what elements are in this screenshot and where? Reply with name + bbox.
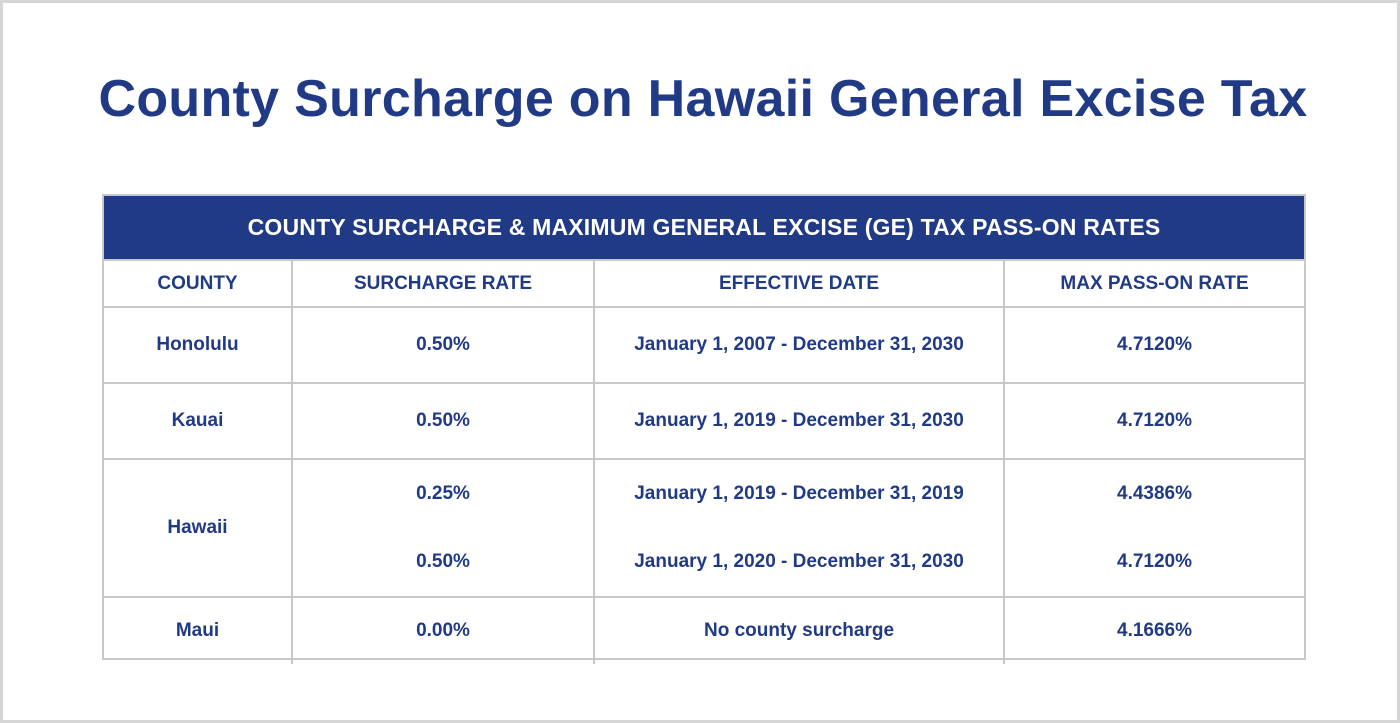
table-row: 0.50% January 1, 2020 - December 31, 203…	[104, 528, 1305, 598]
effective-date-cell: January 1, 2020 - December 31, 2030	[593, 528, 1004, 598]
max-pass-on-rate-cell: 4.4386%	[1002, 459, 1305, 528]
max-pass-on-rate-cell: 4.7120%	[1002, 528, 1305, 598]
table-row: Maui 0.00% No county surcharge 4.1666%	[104, 597, 1305, 664]
max-pass-on-rate-cell: 4.1666%	[1002, 597, 1305, 664]
column-header-effective-date: EFFECTIVE DATE	[593, 260, 1004, 308]
surcharge-rate-cell: 0.00%	[291, 597, 594, 664]
table-row: Honolulu 0.50% January 1, 2007 - Decembe…	[104, 307, 1305, 384]
table-banner-text: COUNTY SURCHARGE & MAXIMUM GENERAL EXCIS…	[247, 214, 1161, 240]
county-cell: Hawaii	[104, 459, 292, 598]
table-header-row: COUNTY SURCHARGE RATE EFFECTIVE DATE MAX…	[104, 260, 1305, 308]
effective-date-cell: January 1, 2019 - December 31, 2030	[593, 383, 1004, 460]
max-pass-on-rate-cell: 4.7120%	[1002, 307, 1305, 384]
county-cell: Maui	[175, 620, 220, 641]
column-header-county: COUNTY	[104, 260, 292, 308]
table-banner: COUNTY SURCHARGE & MAXIMUM GENERAL EXCIS…	[104, 196, 1305, 261]
surcharge-rate-cell: 0.50%	[291, 383, 594, 460]
effective-date-cell: No county surcharge	[593, 597, 1004, 664]
effective-date-cell: January 1, 2007 - December 31, 2030	[593, 307, 1004, 384]
surcharge-rate-cell: 0.25%	[291, 459, 594, 528]
column-header-surcharge-rate: SURCHARGE RATE	[291, 260, 594, 308]
table-row: Hawaii 0.25% January 1, 2019 - December …	[104, 459, 1305, 598]
county-cell: Kauai	[104, 383, 292, 460]
surcharge-rate-cell: 0.50%	[291, 528, 594, 598]
table-banner-row: COUNTY SURCHARGE & MAXIMUM GENERAL EXCIS…	[104, 196, 1305, 261]
rates-table: COUNTY SURCHARGE & MAXIMUM GENERAL EXCIS…	[104, 196, 1305, 664]
effective-date-cell: January 1, 2019 - December 31, 2019	[593, 459, 1004, 528]
surcharge-rate-cell: 0.50%	[291, 307, 594, 384]
rates-table-container: COUNTY SURCHARGE & MAXIMUM GENERAL EXCIS…	[102, 194, 1306, 664]
county-cell: Honolulu	[104, 307, 292, 384]
column-header-max-pass-on-rate: MAX PASS-ON RATE	[1002, 260, 1305, 308]
table-row: Kauai 0.50% January 1, 2019 - December 3…	[104, 383, 1305, 460]
page-title: County Surcharge on Hawaii General Excis…	[98, 70, 1308, 128]
max-pass-on-rate-cell: 4.7120%	[1002, 383, 1305, 460]
